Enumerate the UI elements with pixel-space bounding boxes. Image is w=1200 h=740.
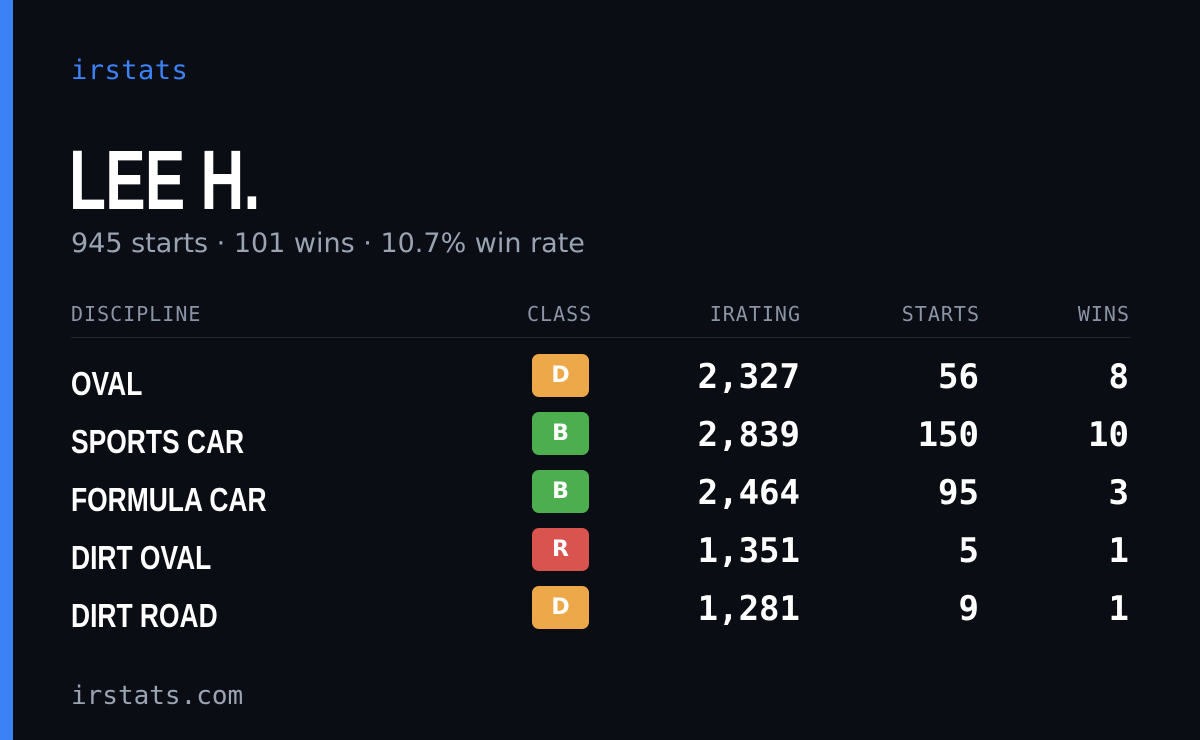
footer-url: irstats.com	[71, 681, 244, 711]
wins-value: 8	[1108, 357, 1129, 397]
header-discipline: DISCIPLINE	[71, 302, 202, 326]
starts-value: 5	[958, 531, 979, 571]
table-row: SPORTS CAR B 2,839 150 10	[71, 411, 1131, 469]
discipline-name: OVAL	[71, 365, 143, 402]
irating-value: 1,281	[697, 589, 800, 629]
discipline-name: DIRT ROAD	[71, 597, 218, 634]
table-header: DISCIPLINE CLASS IRATING STARTS WINS	[71, 298, 1131, 338]
irating-value: 2,839	[697, 415, 800, 455]
starts-value: 95	[938, 473, 979, 513]
table-row: DIRT ROAD D 1,281 9 1	[71, 585, 1131, 643]
player-summary: 945 starts · 101 wins · 10.7% win rate	[71, 228, 585, 259]
discipline-name: FORMULA CAR	[71, 481, 267, 518]
discipline-name: SPORTS CAR	[71, 423, 245, 460]
header-class: CLASS	[527, 302, 593, 326]
license-class-badge: D	[532, 586, 589, 629]
table-row: DIRT OVAL R 1,351 5 1	[71, 527, 1131, 585]
starts-value: 56	[938, 357, 979, 397]
header-wins: WINS	[1077, 302, 1130, 326]
brand-label: irstats	[71, 55, 189, 86]
table-row: OVAL D 2,327 56 8	[71, 353, 1131, 411]
irating-value: 2,327	[697, 357, 800, 397]
table-body: OVAL D 2,327 56 8 SPORTS CAR B 2,839 150…	[71, 353, 1131, 643]
accent-bar	[0, 0, 13, 740]
wins-value: 1	[1108, 589, 1129, 629]
license-class-badge: D	[532, 354, 589, 397]
discipline-table: DISCIPLINE CLASS IRATING STARTS WINS OVA…	[71, 298, 1131, 634]
license-class-badge: R	[532, 528, 589, 571]
license-class-badge: B	[532, 412, 589, 455]
starts-value: 9	[958, 589, 979, 629]
discipline-name: DIRT OVAL	[71, 539, 212, 576]
license-class-badge: B	[532, 470, 589, 513]
irating-value: 1,351	[697, 531, 800, 571]
irating-value: 2,464	[697, 473, 800, 513]
header-starts: STARTS	[901, 302, 980, 326]
player-name: LEE H.	[69, 133, 260, 227]
header-irating: IRATING	[709, 302, 801, 326]
wins-value: 10	[1088, 415, 1129, 455]
starts-value: 150	[917, 415, 979, 455]
wins-value: 3	[1108, 473, 1129, 513]
table-row: FORMULA CAR B 2,464 95 3	[71, 469, 1131, 527]
wins-value: 1	[1108, 531, 1129, 571]
